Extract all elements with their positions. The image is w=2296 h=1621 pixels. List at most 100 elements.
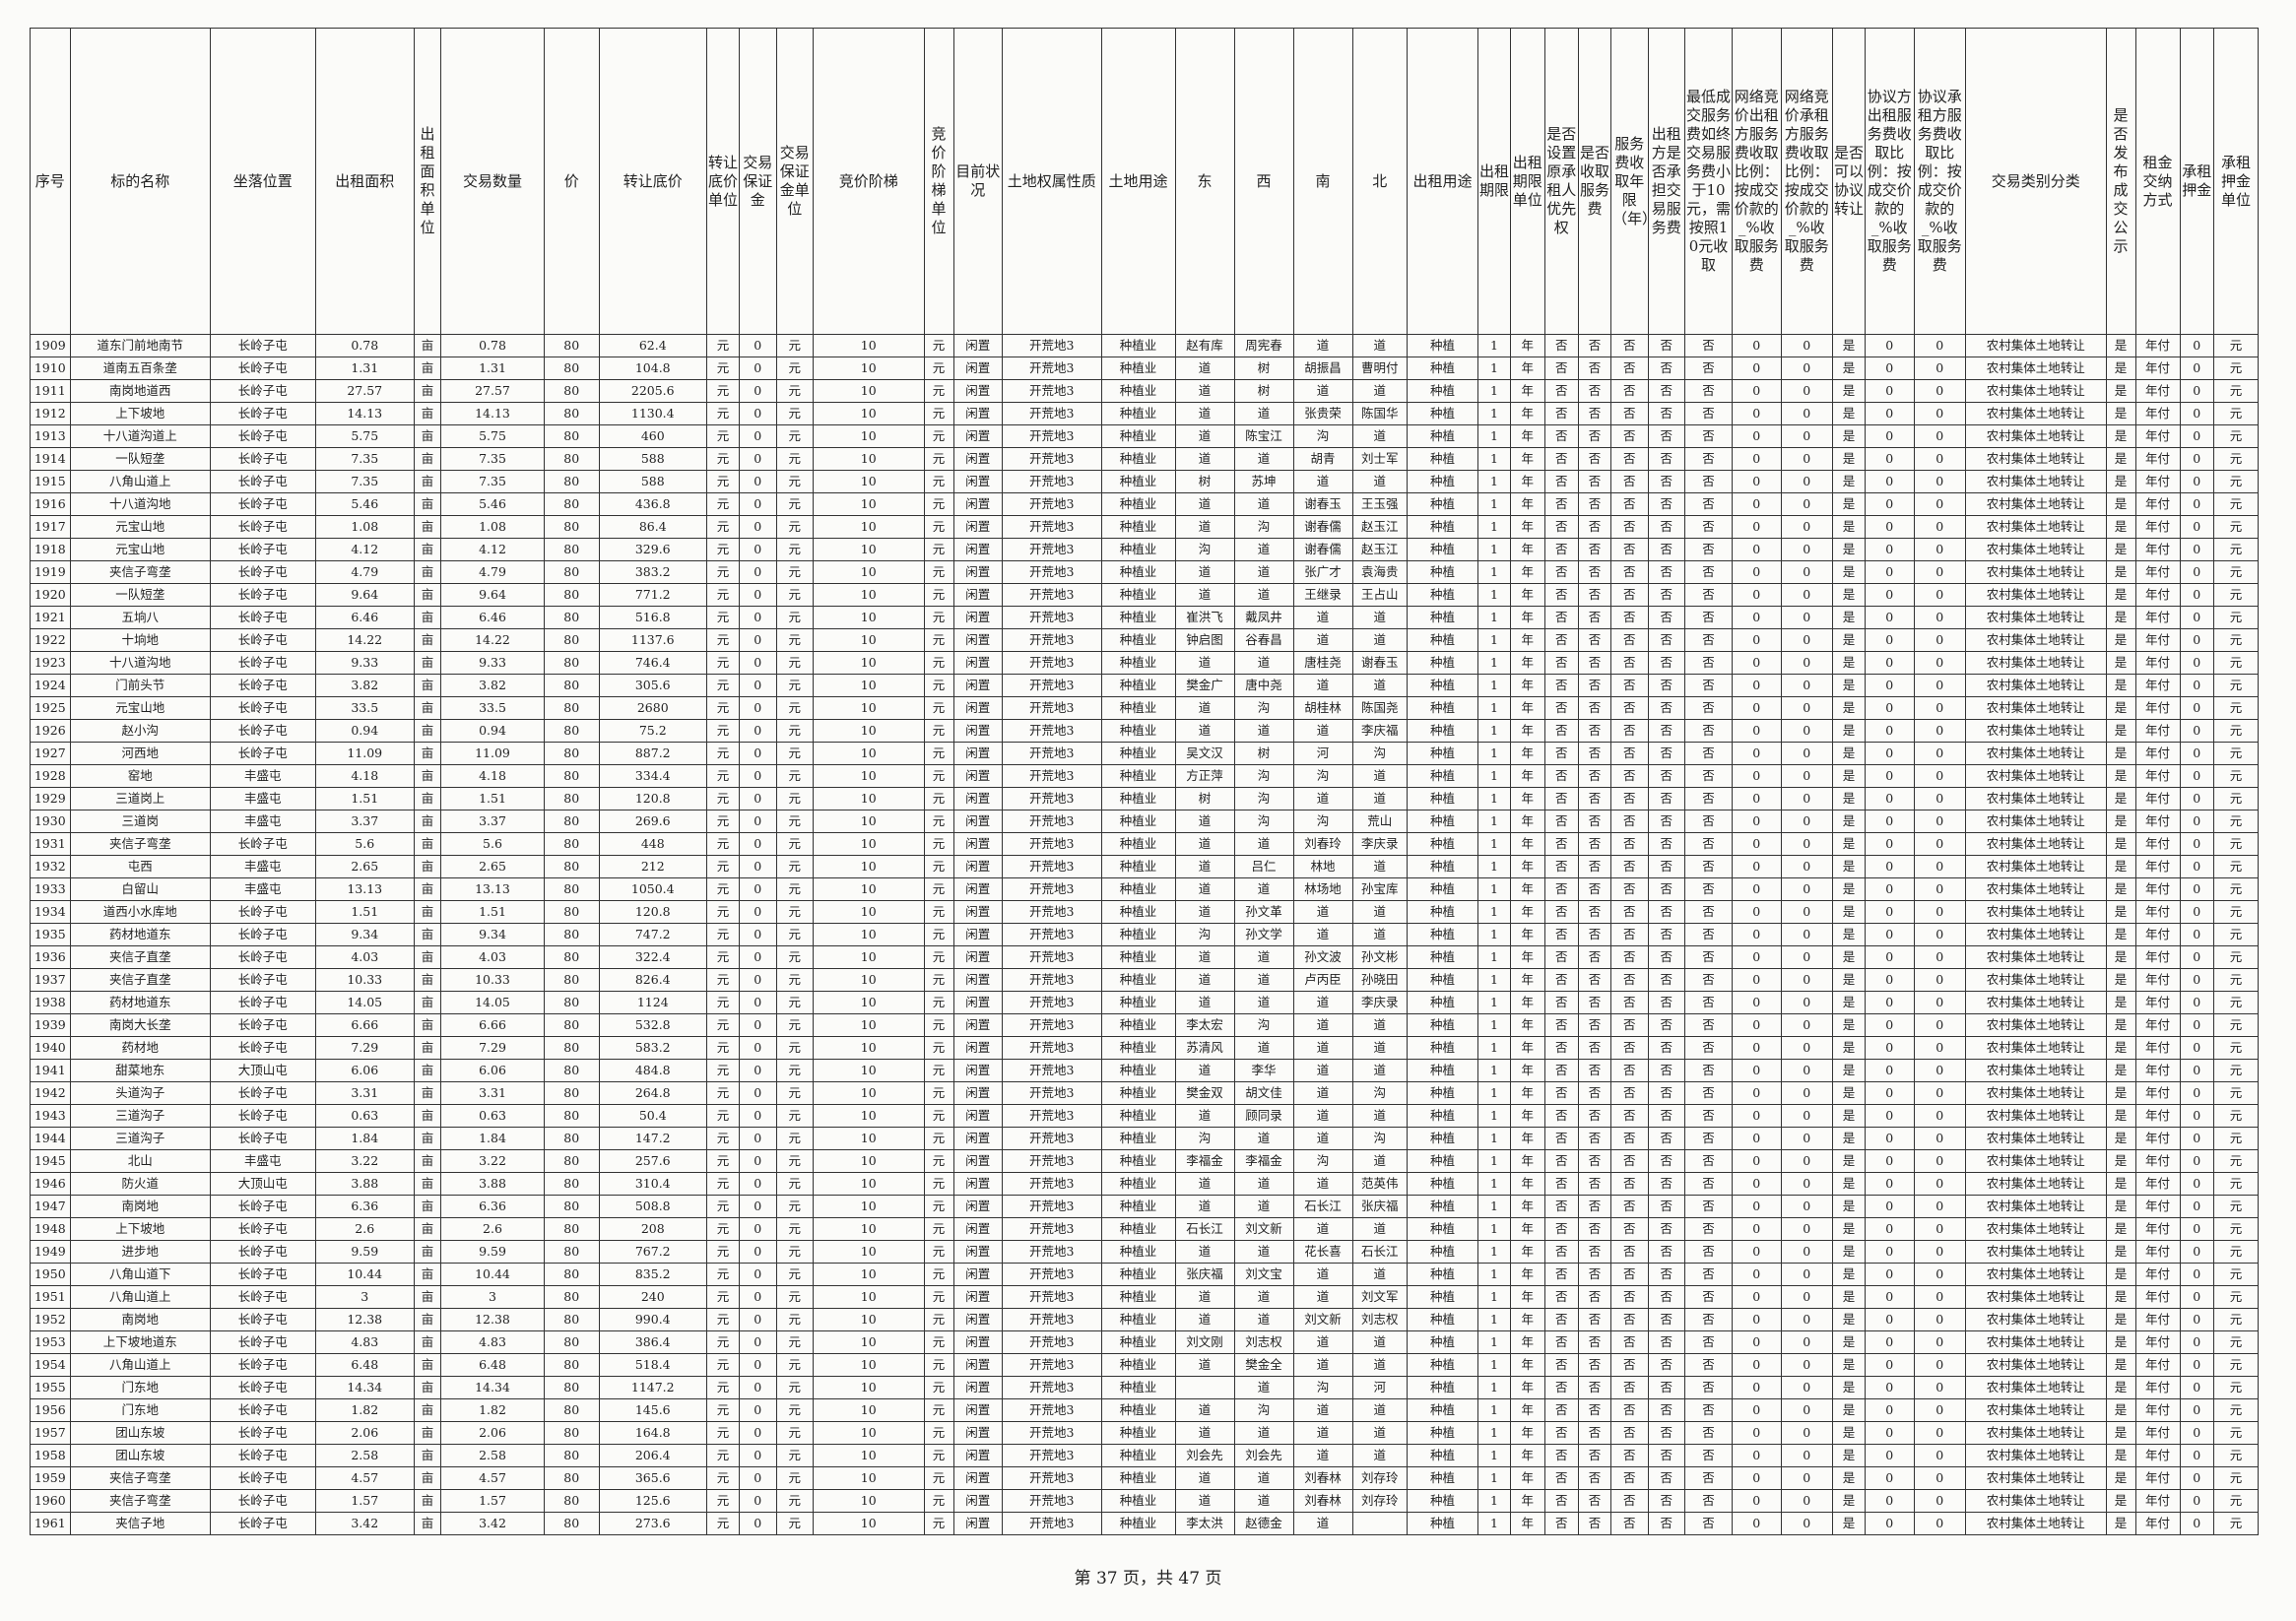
table-cell: 2.58 <box>440 1444 545 1467</box>
table-cell: 否 <box>1578 1263 1611 1286</box>
table-cell: 开荒地3 <box>1002 877 1102 901</box>
table-cell: 元 <box>2213 764 2259 788</box>
table-cell: 否 <box>1543 1104 1579 1128</box>
column-header: 出租面积 <box>314 28 415 335</box>
column-header: 承租押金单位 <box>2213 28 2259 335</box>
table-cell: 是 <box>1832 742 1866 765</box>
table-cell: 亩 <box>414 402 441 425</box>
table-cell: 0 <box>1780 1059 1833 1082</box>
table-cell: 否 <box>1684 1421 1733 1445</box>
table-cell: 道 <box>1233 1036 1294 1060</box>
table-cell: 元 <box>706 1353 740 1377</box>
table-cell: 苏清风 <box>1174 1036 1235 1060</box>
column-header: 租金交纳方式 <box>2134 28 2181 335</box>
table-cell: 50.4 <box>598 1104 707 1128</box>
table-cell: 元 <box>923 538 954 561</box>
table-cell: 771.2 <box>598 583 707 607</box>
table-cell: 1936 <box>30 945 71 969</box>
table-cell: 长岭子屯 <box>210 674 316 697</box>
table-cell: 元 <box>775 492 814 516</box>
table-cell: 0 <box>1780 560 1833 584</box>
table-cell: 5.75 <box>440 424 545 448</box>
table-cell: 是 <box>2105 1059 2136 1082</box>
land-table: 序号 标的名称 坐落位置 出租面积 出租面积单位 交易数量价转让底价 转让底价单位 交易保证金… <box>30 28 2259 1535</box>
table-cell: 0.63 <box>440 1104 545 1128</box>
table-cell: 亩 <box>414 1127 441 1150</box>
table-cell: 开荒地3 <box>1002 583 1102 607</box>
table-cell: 10 <box>813 447 925 471</box>
table-cell: 开荒地3 <box>1002 832 1102 856</box>
table-cell: 亩 <box>414 1263 441 1286</box>
table-cell: 1 <box>1477 945 1511 969</box>
table-cell: 闲置 <box>952 1308 1003 1331</box>
table-cell: 否 <box>1647 583 1685 607</box>
table-cell: 道 <box>1351 424 1408 448</box>
table-cell: 头道沟子 <box>69 1081 211 1105</box>
table-cell: 0 <box>2179 719 2214 743</box>
table-cell: 年 <box>1510 1285 1545 1309</box>
table-cell: 否 <box>1610 1104 1649 1128</box>
table-cell: 10 <box>813 900 925 924</box>
table-cell: 0 <box>1780 606 1833 629</box>
table-cell: 否 <box>1578 719 1611 743</box>
table-cell: 583.2 <box>598 1036 707 1060</box>
table-cell: 322.4 <box>598 945 707 969</box>
table-cell: 否 <box>1647 1195 1685 1218</box>
table-cell: 0 <box>739 1059 777 1082</box>
table-cell: 10 <box>813 560 925 584</box>
table-cell: 80 <box>544 447 600 471</box>
table-cell: 元 <box>2213 991 2259 1014</box>
table-cell: 农村集体土地转让 <box>1965 1421 2107 1445</box>
table-cell: 种植业 <box>1100 832 1176 856</box>
table-cell: 460 <box>598 424 707 448</box>
table-cell: 是 <box>2105 764 2136 788</box>
table-cell: 0 <box>1732 1172 1782 1196</box>
table-cell: 农村集体土地转让 <box>1965 1081 2107 1105</box>
table-cell: 383.2 <box>598 560 707 584</box>
table-cell: 否 <box>1543 1127 1579 1150</box>
table-cell: 沟 <box>1351 1127 1408 1150</box>
table-cell: 否 <box>1684 402 1733 425</box>
table-cell: 长岭子屯 <box>210 1398 316 1422</box>
table-cell: 0 <box>1732 1013 1782 1037</box>
table-row: 1946 防火道 大顶山屯 3.88 亩 3.88 80 310.4 元 0 元 10 元闲置 开荒地3 种… <box>30 1172 2259 1196</box>
table-cell: 1 <box>1477 1376 1511 1399</box>
column-header: 是否设置原承租人优先权 <box>1543 28 1579 335</box>
table-row: 1926 赵小沟 长岭子屯 0.94 亩 0.94 80 75.2 元 0 元 10 元闲置 开荒地3 种植… <box>30 719 2259 743</box>
column-header: 北 <box>1351 28 1408 335</box>
table-cell: 元 <box>923 1308 954 1331</box>
table-cell: 门前头节 <box>69 674 211 697</box>
table-cell: 否 <box>1578 1398 1611 1422</box>
table-cell: 0 <box>2179 764 2214 788</box>
table-cell: 0 <box>2179 991 2214 1014</box>
table-cell: 道 <box>1351 1353 1408 1377</box>
table-cell: 0 <box>1913 1217 1966 1241</box>
table-cell: 夹信子弯垄 <box>69 1466 211 1490</box>
table-cell: 是 <box>2105 1353 2136 1377</box>
table-cell: 1960 <box>30 1489 71 1513</box>
table-cell: 道 <box>1351 1059 1408 1082</box>
table-cell: 元 <box>706 742 740 765</box>
table-cell: 否 <box>1684 1013 1733 1037</box>
table-cell: 沟 <box>1233 515 1294 539</box>
table-cell: 长岭子屯 <box>210 1104 316 1128</box>
table-cell: 年 <box>1510 606 1545 629</box>
table-cell: 80 <box>544 1263 600 1286</box>
table-cell: 元 <box>2213 877 2259 901</box>
table-cell: 年付 <box>2134 1421 2181 1445</box>
table-cell: 0 <box>2179 832 2214 856</box>
table-cell: 0 <box>1865 1217 1915 1241</box>
table-cell: 0 <box>1865 719 1915 743</box>
table-cell: 长岭子屯 <box>210 1036 316 1060</box>
table-cell: 否 <box>1684 1489 1733 1513</box>
table-cell: 防火道 <box>69 1172 211 1196</box>
table-cell: 是 <box>2105 1149 2136 1173</box>
table-cell: 1937 <box>30 968 71 992</box>
table-cell: 否 <box>1684 1059 1733 1082</box>
table-cell: 元 <box>2213 1376 2259 1399</box>
table-cell: 开荒地3 <box>1002 424 1102 448</box>
table-cell: 元 <box>706 1059 740 1082</box>
table-cell: 1 <box>1477 357 1511 380</box>
table-cell: 沟 <box>1233 764 1294 788</box>
table-cell: 0 <box>1913 1195 1966 1218</box>
